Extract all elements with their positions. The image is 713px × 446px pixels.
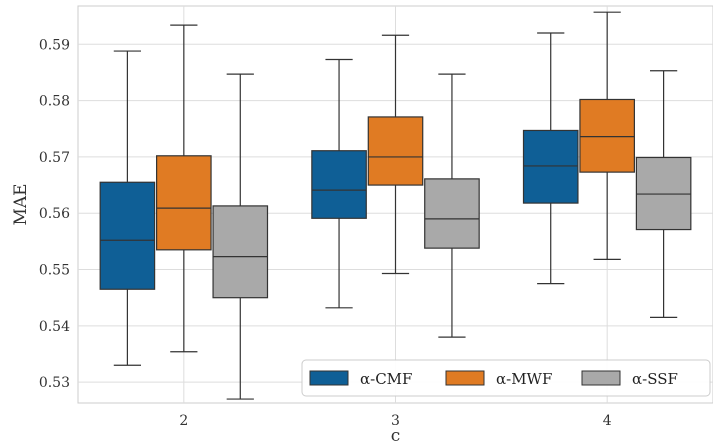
iqr-box <box>156 155 212 251</box>
y-tick-label: 0.58 <box>39 94 70 110</box>
legend-frame <box>301 359 711 397</box>
legend-label: α-SSF <box>632 370 678 388</box>
y-tick-label: 0.57 <box>39 150 70 166</box>
box-cmf-3 <box>311 58 367 309</box>
y-tick-label: 0.53 <box>39 375 70 391</box>
y-tick-label: 0.55 <box>39 263 70 279</box>
y-tick-label: 0.54 <box>39 319 70 335</box>
y-tick-label: 0.59 <box>39 37 70 53</box>
iqr-box <box>522 129 579 204</box>
box-ssf-3 <box>424 73 480 338</box>
legend: α-CMF α-MWF α-SSF <box>301 359 711 397</box>
iqr-box <box>367 116 424 186</box>
iqr-box <box>99 181 156 290</box>
y-tick-label: 0.56 <box>39 206 70 222</box>
legend-swatch <box>445 370 485 386</box>
box-mwf-2 <box>156 24 212 353</box>
box-mwf-3 <box>367 34 424 275</box>
box-ssf-4 <box>635 70 692 319</box>
y-axis-label: MAE <box>11 183 31 225</box>
tick-labels: 0.53 0.54 0.55 0.56 0.57 0.58 0.59 2 3 4 <box>39 37 612 429</box>
legend-swatch <box>581 370 621 386</box>
iqr-box <box>424 178 480 249</box>
box-cmf-2 <box>99 50 156 366</box>
legend-label: α-CMF <box>360 370 412 388</box>
legend-label: α-MWF <box>496 370 552 388</box>
boxes <box>99 11 692 400</box>
x-axis-label: c <box>391 426 401 446</box>
legend-swatch <box>309 370 349 386</box>
box-mwf-4 <box>579 11 635 261</box>
x-tick-label: 4 <box>603 413 612 429</box>
x-tick-label: 2 <box>179 413 188 429</box>
iqr-box <box>311 150 367 219</box>
iqr-box <box>212 205 269 299</box>
box-ssf-2 <box>212 73 269 400</box>
x-tick-label: 3 <box>391 413 400 429</box>
iqr-box <box>579 98 635 173</box>
box-cmf-4 <box>522 32 579 285</box>
